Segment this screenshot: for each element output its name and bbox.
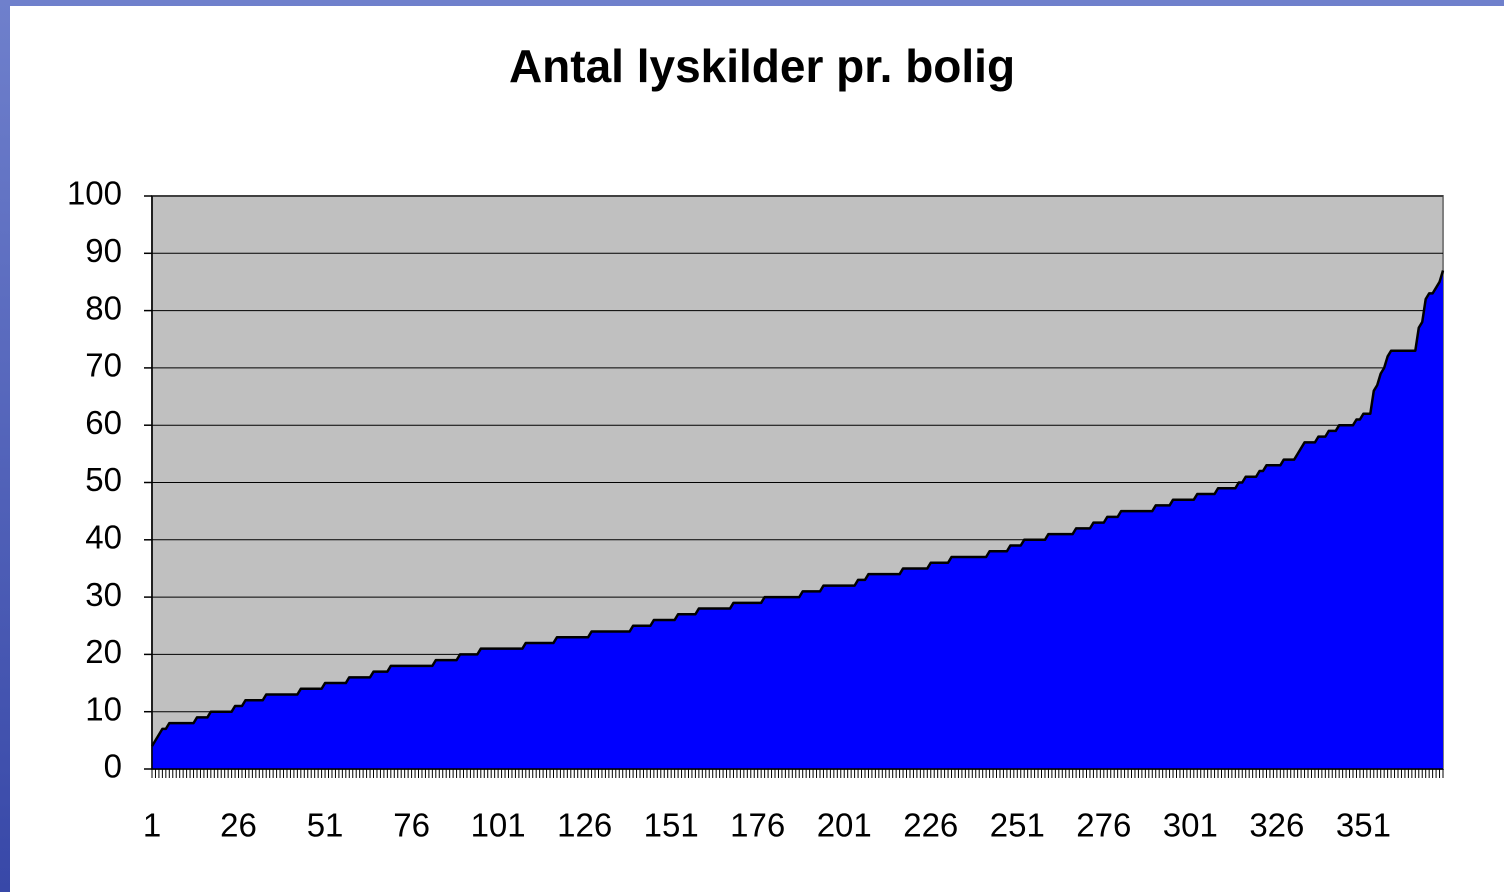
area	[152, 270, 1443, 769]
x-tick-label: 151	[644, 807, 699, 844]
x-tick-label: 1	[143, 807, 161, 844]
y-tick-label: 90	[85, 232, 122, 269]
x-tick-label: 201	[817, 807, 872, 844]
x-tick-label: 76	[393, 807, 430, 844]
y-tick-label: 40	[85, 519, 122, 556]
area-outline	[150, 270, 1445, 747]
x-tick-label: 176	[730, 807, 785, 844]
x-tick-label: 251	[990, 807, 1045, 844]
y-tick-label: 50	[85, 461, 122, 498]
y-tick-label: 10	[85, 690, 122, 727]
x-tick-label: 126	[557, 807, 612, 844]
x-tick-label: 326	[1249, 807, 1304, 844]
x-tick-label: 301	[1163, 807, 1218, 844]
y-tick-label: 80	[85, 289, 122, 326]
y-tick-label: 20	[85, 633, 122, 670]
x-tick-label: 226	[903, 807, 958, 844]
x-tick-label: 101	[471, 807, 526, 844]
y-tick-label: 30	[85, 576, 122, 613]
x-tick-label: 51	[307, 807, 344, 844]
x-tick-label: 26	[220, 807, 257, 844]
y-tick-label: 70	[85, 347, 122, 384]
y-tick-label: 100	[67, 175, 122, 212]
y-tick-label: 60	[85, 404, 122, 441]
x-tick-label: 276	[1076, 807, 1131, 844]
y-tick-label: 0	[104, 748, 122, 785]
x-tick-label: 351	[1336, 807, 1391, 844]
chart-title: Antal lyskilder pr. bolig	[509, 40, 1015, 92]
